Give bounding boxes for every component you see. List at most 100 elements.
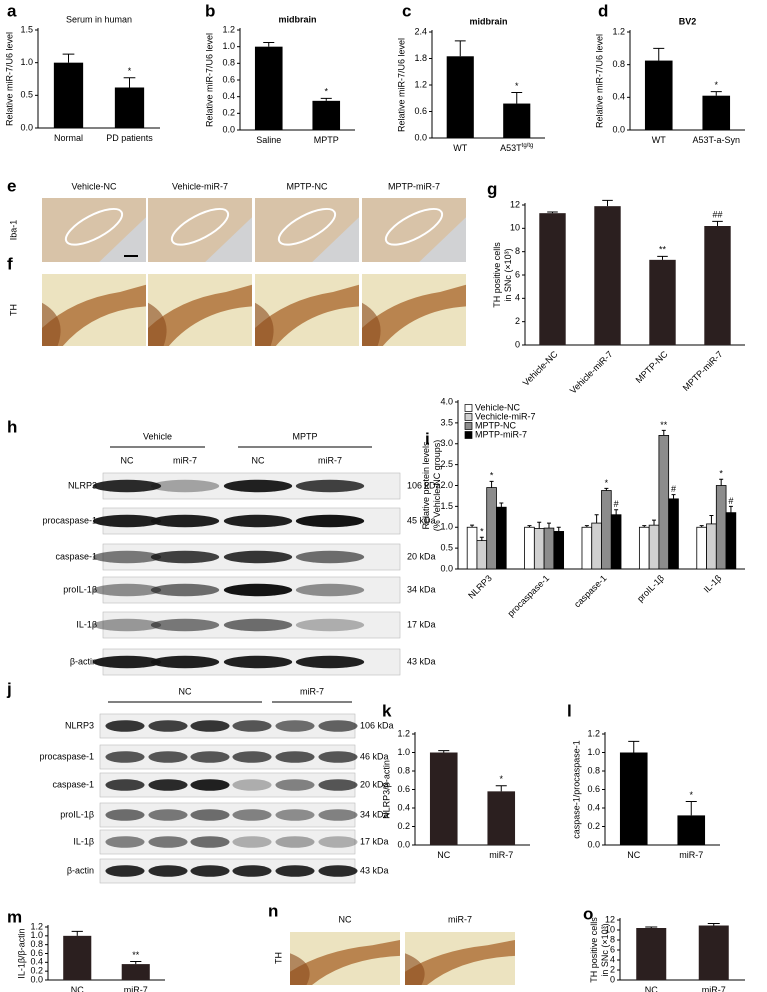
bar	[704, 226, 731, 345]
y-tick-label: 0.8	[222, 58, 235, 68]
protein-label: proIL-1β	[60, 809, 94, 819]
legend-label: MPTP-miR-7	[475, 429, 527, 439]
error-bar	[642, 525, 647, 528]
y-tick-label: 1.5	[20, 24, 33, 34]
blot-band	[223, 550, 293, 564]
error-bar	[479, 536, 484, 541]
y-tick-label: 6	[515, 269, 520, 279]
blot-band	[190, 720, 230, 732]
micrograph-shade	[99, 217, 146, 262]
panel-letter: d	[598, 1, 608, 20]
y-tick-label: 0.2	[30, 966, 43, 976]
error-bar	[537, 521, 542, 529]
y-tick-label: 12	[605, 914, 615, 924]
blot-band	[318, 720, 358, 732]
y-tick-label: 10	[605, 924, 615, 934]
error-bar	[671, 494, 676, 499]
y-tick-label: 0.0	[30, 974, 43, 984]
error-bar	[489, 480, 494, 488]
y-tick-label: 1.8	[414, 53, 427, 63]
stained-region	[42, 302, 61, 346]
category-text: miR-7	[489, 850, 513, 860]
panel-letter: g	[487, 179, 497, 198]
y-axis-label: Relative miR-7/U6 level	[4, 32, 14, 126]
blot-band	[318, 751, 358, 763]
blot-band	[275, 720, 315, 732]
y-axis-label: TH positive cells	[492, 242, 502, 308]
blot-band	[92, 655, 162, 669]
error-bar	[685, 801, 697, 816]
size-label: 43 kDa	[360, 865, 389, 875]
blot-band	[223, 583, 293, 597]
significance: **	[660, 420, 668, 430]
legend-label: Vechicle-miR-7	[475, 411, 536, 421]
size-label: 45 kDa	[407, 515, 436, 525]
blot-band	[295, 479, 365, 493]
stained-region	[362, 284, 466, 346]
category-text: miR-7	[124, 985, 148, 992]
error-bar	[263, 42, 275, 47]
error-bar	[499, 502, 504, 508]
significance: *	[128, 66, 132, 76]
significance: ##	[712, 210, 722, 220]
blot-band	[92, 583, 162, 597]
category-text: WT	[652, 135, 666, 145]
bar	[696, 526, 707, 570]
error-bar	[710, 91, 722, 96]
x-tick-label: miR-7	[702, 985, 726, 992]
protein-label: NLRP3	[65, 720, 94, 730]
micrograph-shade	[312, 217, 359, 262]
error-bar	[614, 509, 619, 515]
y-tick-label: 1.2	[397, 728, 410, 738]
error-bar	[709, 515, 714, 524]
bar	[594, 206, 621, 345]
blot-band	[190, 779, 230, 791]
error-bar	[511, 92, 523, 104]
significance: *	[480, 527, 484, 537]
y-axis-label: in SNc (×10³)	[503, 248, 513, 301]
lane-label: miR-7	[173, 455, 197, 465]
panel-letter: a	[7, 1, 17, 20]
error-bar	[661, 429, 666, 436]
chart-title: BV2	[679, 16, 697, 26]
row-label: TH	[273, 952, 283, 964]
significance: *	[499, 774, 503, 784]
blot-band	[318, 865, 358, 877]
bar	[648, 524, 660, 570]
y-tick-label: 0.5	[20, 90, 33, 100]
y-axis-label: in SNc (×10³)	[600, 923, 610, 976]
significance: *	[515, 81, 519, 91]
y-axis-label: (% Vehicle-NC groups)	[432, 440, 442, 532]
error-bar	[628, 740, 640, 753]
column-label: Vehicle-miR-7	[172, 181, 228, 191]
blot-band	[150, 583, 220, 597]
blot-band	[275, 836, 315, 848]
error-bar	[645, 926, 658, 928]
bar	[591, 522, 602, 570]
bar	[254, 46, 283, 130]
blot-band	[318, 809, 358, 821]
error-bar	[652, 519, 657, 526]
panel-letter: m	[7, 907, 22, 926]
column-label: Vehicle-NC	[71, 181, 117, 191]
bar	[114, 87, 145, 128]
protein-label: NLRP3	[68, 480, 97, 490]
error-bar	[62, 53, 75, 63]
x-tick-label: WT	[453, 143, 467, 153]
category-text: WT	[453, 143, 467, 153]
error-bar	[728, 505, 733, 513]
blot-band	[232, 836, 272, 848]
blot-band	[150, 514, 220, 528]
blot-band	[92, 479, 162, 493]
bar	[649, 259, 676, 345]
size-label: 17 kDa	[360, 836, 389, 846]
y-tick-label: 0	[515, 339, 520, 349]
size-label: 17 kDa	[407, 619, 436, 629]
y-axis-label: Relative miR-7/U6 level	[594, 34, 604, 128]
blot-band	[105, 809, 145, 821]
y-tick-label: 1.2	[587, 728, 600, 738]
y-tick-label: 0.4	[30, 957, 43, 967]
bar	[312, 100, 341, 130]
y-tick-label: 0	[610, 974, 615, 984]
